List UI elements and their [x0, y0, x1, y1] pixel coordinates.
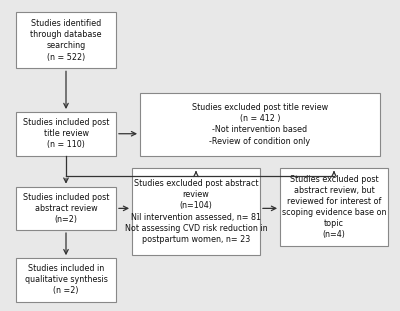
Text: Studies excluded post title review
(n = 412 )
-Not intervention based
-Review of: Studies excluded post title review (n = …: [192, 103, 328, 146]
FancyBboxPatch shape: [140, 93, 380, 156]
Text: Studies excluded post abstract
review
(n=104)
Nil intervention assessed, n= 81
N: Studies excluded post abstract review (n…: [125, 179, 267, 244]
Text: Studies included in
qualitative synthesis
(n =2): Studies included in qualitative synthesi…: [24, 264, 108, 295]
FancyBboxPatch shape: [16, 112, 116, 156]
Text: Studies identified
through database
searching
(n = 522): Studies identified through database sear…: [30, 19, 102, 62]
FancyBboxPatch shape: [16, 12, 116, 68]
Text: Studies excluded post
abstract review, but
reviewed for interest of
scoping evid: Studies excluded post abstract review, b…: [282, 174, 386, 239]
Text: Studies included post
abstract review
(n=2): Studies included post abstract review (n…: [23, 193, 109, 224]
FancyBboxPatch shape: [16, 187, 116, 230]
FancyBboxPatch shape: [132, 168, 260, 255]
FancyBboxPatch shape: [280, 168, 388, 246]
Text: Studies included post
title review
(n = 110): Studies included post title review (n = …: [23, 118, 109, 149]
FancyBboxPatch shape: [16, 258, 116, 302]
